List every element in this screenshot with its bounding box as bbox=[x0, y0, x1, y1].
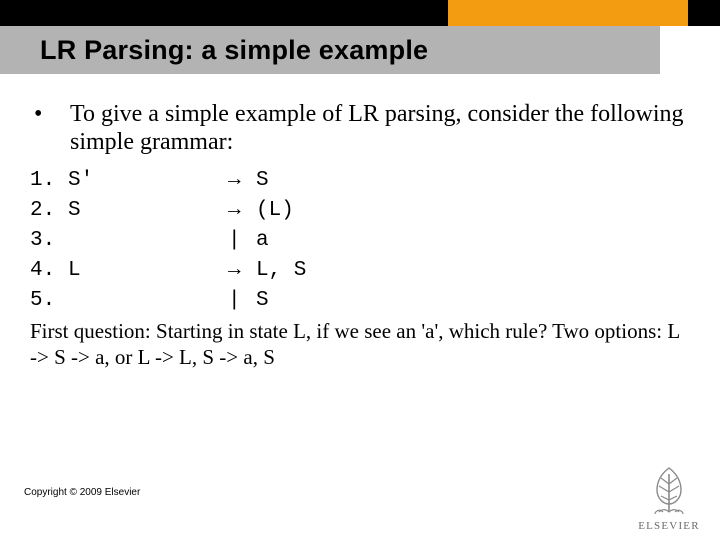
rule-number: 1. bbox=[30, 166, 68, 196]
title-bar: LR Parsing: a simple example bbox=[0, 26, 660, 74]
elsevier-tree-icon bbox=[641, 462, 697, 518]
grammar-block: 1. S' → S 2. S → (L) 3. | a 4. L → L, S … bbox=[30, 166, 690, 316]
rule-number: 4. bbox=[30, 256, 68, 286]
publisher-name: ELSEVIER bbox=[630, 520, 708, 532]
rule-rhs: S bbox=[256, 286, 269, 316]
rule-lhs: S bbox=[68, 196, 228, 226]
rule-lhs bbox=[68, 286, 228, 316]
slide-content: • To give a simple example of LR parsing… bbox=[30, 100, 690, 370]
rule-arrow: → bbox=[228, 196, 256, 226]
bullet-marker: • bbox=[30, 100, 70, 128]
rule-rhs: a bbox=[256, 226, 269, 256]
rule-number: 3. bbox=[30, 226, 68, 256]
rule-arrow: | bbox=[228, 226, 256, 256]
publisher-logo: ELSEVIER bbox=[630, 462, 708, 532]
copyright-text: Copyright © 2009 Elsevier bbox=[24, 487, 140, 498]
rule-rhs: L, S bbox=[256, 256, 306, 286]
grammar-row: 1. S' → S bbox=[30, 166, 690, 196]
grammar-row: 5. | S bbox=[30, 286, 690, 316]
rule-lhs: L bbox=[68, 256, 228, 286]
rule-number: 2. bbox=[30, 196, 68, 226]
rule-arrow: → bbox=[228, 256, 256, 286]
rule-lhs bbox=[68, 226, 228, 256]
grammar-row: 4. L → L, S bbox=[30, 256, 690, 286]
bullet-text: To give a simple example of LR parsing, … bbox=[70, 100, 690, 156]
rule-arrow: → bbox=[228, 166, 256, 196]
top-accent-bar bbox=[448, 0, 688, 26]
grammar-row: 3. | a bbox=[30, 226, 690, 256]
question-text: First question: Starting in state L, if … bbox=[30, 318, 690, 370]
bullet-item: • To give a simple example of LR parsing… bbox=[30, 100, 690, 156]
grammar-row: 2. S → (L) bbox=[30, 196, 690, 226]
rule-number: 5. bbox=[30, 286, 68, 316]
slide-title: LR Parsing: a simple example bbox=[40, 35, 428, 66]
rule-rhs: (L) bbox=[256, 196, 294, 226]
rule-lhs: S' bbox=[68, 166, 228, 196]
rule-arrow: | bbox=[228, 286, 256, 316]
rule-rhs: S bbox=[256, 166, 269, 196]
